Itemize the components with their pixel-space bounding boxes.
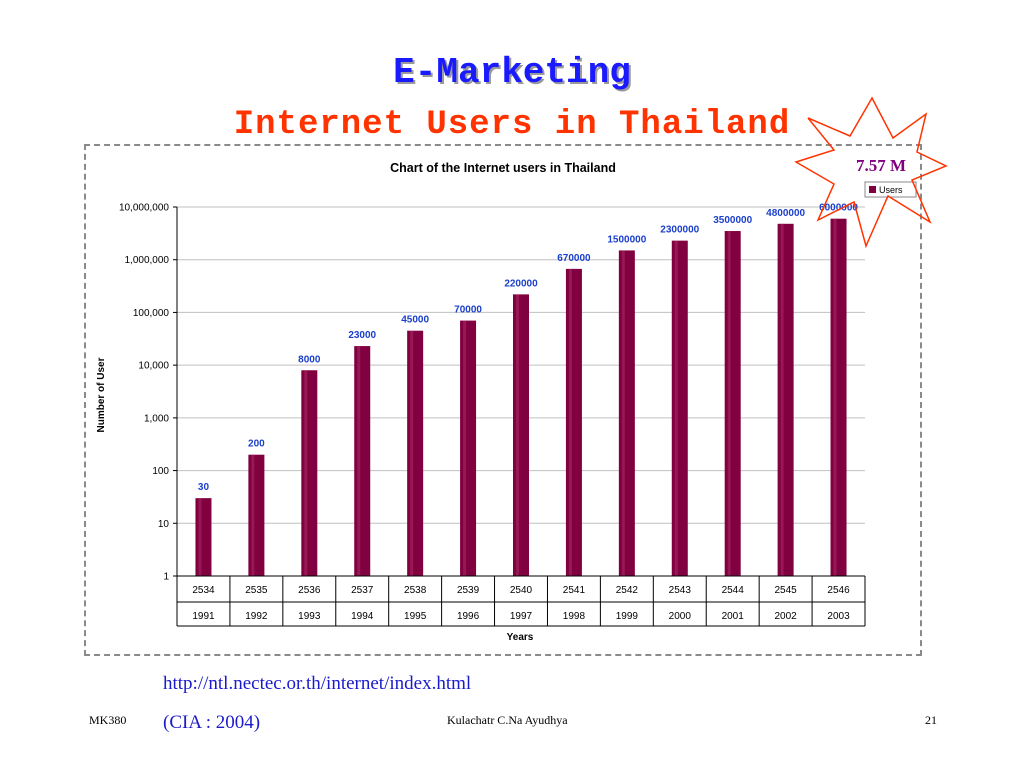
footer-course-code: MK380 [89, 713, 127, 727]
bar [671, 240, 688, 576]
data-label: 3500000 [713, 215, 752, 226]
x-tick-label: 1996 [457, 611, 480, 622]
data-label: 220000 [504, 278, 538, 289]
x-tick-label-thai: 2546 [827, 585, 850, 596]
x-tick-label-thai: 2544 [722, 585, 745, 596]
x-tick-label-thai: 2534 [192, 585, 215, 596]
legend: Users [864, 181, 917, 198]
bar-highlight [463, 320, 467, 576]
bar [777, 223, 794, 576]
x-tick-label: 1998 [563, 611, 586, 622]
x-tick-label-thai: 2537 [351, 585, 374, 596]
y-tick-label: 10 [158, 519, 170, 530]
starburst-shape [794, 96, 948, 249]
data-label: 6000000 [819, 203, 858, 214]
y-tick-label: 1 [163, 572, 169, 583]
x-tick-label: 2000 [669, 611, 692, 622]
x-tick-label-thai: 2536 [298, 585, 321, 596]
y-axis-ticks: 1 10 100 1,000 10,000 100,000 1,000,000 10,000,… [119, 203, 178, 583]
x-tick-label-thai: 2540 [510, 585, 533, 596]
slide-subtitle: Internet Users in Thailand [233, 106, 791, 144]
x-tick-label-thai: 2538 [404, 585, 427, 596]
bar [301, 370, 318, 576]
bars [195, 218, 847, 577]
x-axis-label: Years [507, 632, 534, 643]
bar [513, 294, 529, 576]
x-tick-label: 2002 [774, 611, 797, 622]
bar [195, 498, 212, 576]
x-tick-label: 2003 [827, 611, 850, 622]
bar-highlight [833, 218, 837, 577]
legend-label: Users [879, 185, 903, 195]
bar-highlight [251, 454, 255, 576]
x-tick-label-thai: 2539 [457, 585, 480, 596]
bar [354, 346, 371, 576]
bar [407, 330, 424, 576]
x-axis-table: 2534 1991 2535 1992 2536 1993 2537 1994 2538 1995… [176, 575, 866, 627]
bar [724, 231, 741, 577]
data-label: 30 [198, 482, 210, 493]
y-tick-label: 100,000 [133, 308, 170, 319]
bar [460, 320, 477, 576]
y-tick-label: 1,000 [144, 413, 169, 424]
y-tick-label: 1,000,000 [125, 255, 170, 266]
x-tick-label-thai: 2541 [563, 585, 586, 596]
bar-highlight [410, 330, 414, 576]
x-tick-label: 1991 [192, 611, 215, 622]
bar [618, 250, 635, 576]
source-link[interactable]: http://ntl.nectec.or.th/internet/index.h… [163, 673, 472, 694]
x-tick-label: 2001 [722, 611, 745, 622]
data-label: 670000 [557, 253, 591, 264]
chart-title: Chart of the Internet users in Thailand [390, 161, 616, 175]
x-tick-label: 1995 [404, 611, 427, 622]
callout-label: 7.57 M [856, 156, 906, 175]
y-tick-label: 100 [152, 466, 169, 477]
data-label: 70000 [454, 305, 482, 316]
x-tick-label: 1993 [298, 611, 321, 622]
bar-highlight [727, 231, 731, 577]
bar-highlight [621, 250, 625, 576]
bar-highlight [674, 240, 678, 576]
x-tick-label: 1999 [616, 611, 639, 622]
source-citation: (CIA : 2004) [163, 712, 261, 733]
bar [248, 454, 265, 576]
y-tick-label: 10,000 [138, 361, 169, 372]
callout-star: 7.57 M [794, 96, 948, 249]
bar [565, 268, 582, 576]
x-tick-label-thai: 2535 [245, 585, 268, 596]
data-label: 2300000 [660, 225, 699, 236]
data-label: 1500000 [607, 234, 646, 245]
x-tick-label-thai: 2542 [616, 585, 639, 596]
bar-highlight [198, 498, 202, 576]
y-tick-label: 10,000,000 [119, 203, 169, 214]
slide-title: E-Marketing [393, 52, 631, 93]
footer-page-number: 21 [925, 713, 937, 727]
y-axis-label: Number of User [96, 357, 107, 432]
data-labels: 30 200 8000 23000 45000 70000 220000 670000 1500… [198, 203, 859, 493]
x-tick-label-thai: 2545 [774, 585, 797, 596]
data-label: 8000 [298, 354, 321, 365]
x-tick-label-thai: 2543 [669, 585, 692, 596]
bar [830, 218, 847, 577]
x-tick-label: 1992 [245, 611, 268, 622]
bar-highlight [304, 370, 308, 576]
bar-highlight [780, 223, 784, 576]
bar-highlight [516, 294, 519, 576]
x-tick-label: 1994 [351, 611, 374, 622]
bar-highlight [568, 268, 572, 576]
legend-swatch [869, 186, 876, 193]
x-tick-label: 1997 [510, 611, 533, 622]
data-label: 23000 [348, 330, 376, 341]
data-label: 4800000 [766, 208, 805, 219]
data-label: 200 [248, 439, 265, 450]
data-label: 45000 [401, 315, 429, 326]
footer-author: Kulachatr C.Na Ayudhya [447, 713, 568, 727]
bar-highlight [357, 346, 361, 576]
